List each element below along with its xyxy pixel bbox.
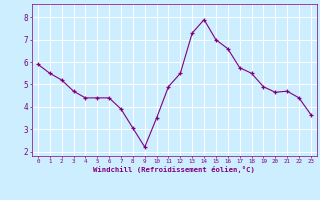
X-axis label: Windchill (Refroidissement éolien,°C): Windchill (Refroidissement éolien,°C)	[93, 166, 255, 173]
